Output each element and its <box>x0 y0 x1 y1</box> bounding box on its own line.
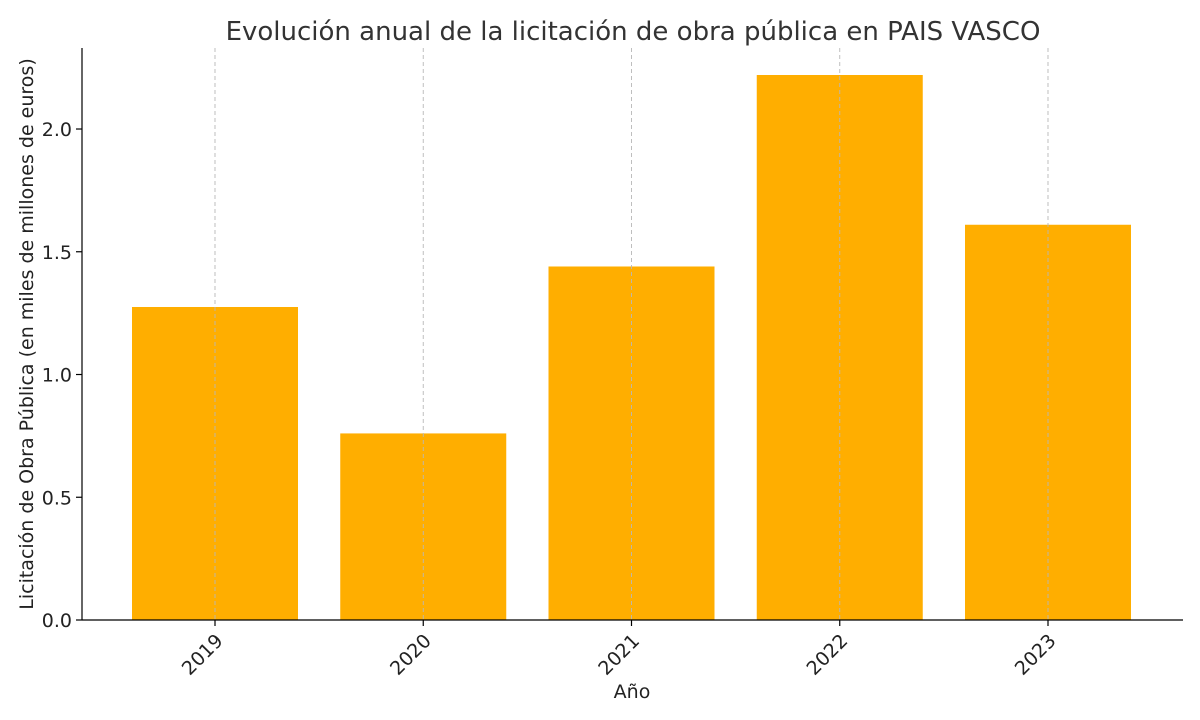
x-tick-label: 2023 <box>1011 630 1061 680</box>
x-tick-label: 2020 <box>386 630 436 680</box>
bars <box>132 48 1131 621</box>
x-axis-label: Año <box>614 681 651 703</box>
x-tick-label: 2019 <box>178 630 228 680</box>
y-axis-label: Licitación de Obra Pública (en miles de … <box>16 58 38 609</box>
bar-2022 <box>756 75 923 621</box>
x-tick-label: 2021 <box>594 630 644 680</box>
axes <box>81 48 1183 621</box>
chart-title: Evolución anual de la licitación de obra… <box>226 17 1041 47</box>
x-ticks: 2019 2020 2021 2022 2023 <box>178 620 1061 680</box>
y-tick-label: 0.5 <box>42 487 72 509</box>
y-tick-label: 2.0 <box>42 119 72 141</box>
y-tick-label: 1.0 <box>42 365 72 387</box>
y-tick-label: 0.0 <box>42 610 72 632</box>
y-ticks: 0.0 0.5 1.0 1.5 2.0 <box>42 119 82 632</box>
y-tick-label: 1.5 <box>42 242 72 264</box>
x-tick-label: 2022 <box>803 630 853 680</box>
